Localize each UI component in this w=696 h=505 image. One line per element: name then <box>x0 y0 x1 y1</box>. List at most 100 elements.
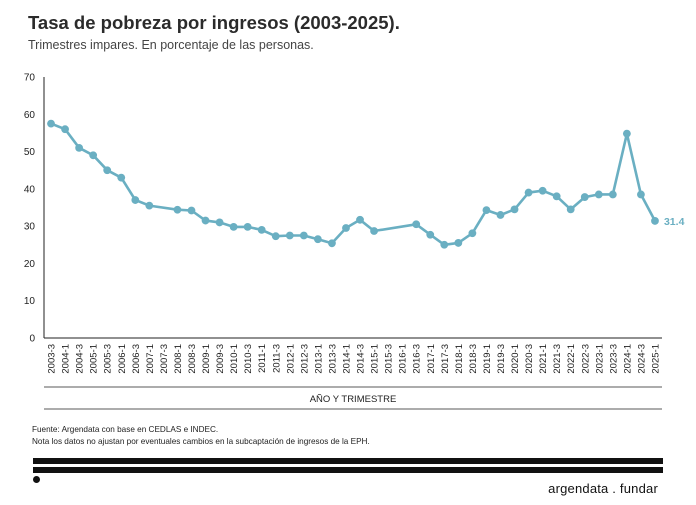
data-point <box>356 215 364 224</box>
x-tick-label: 2007-1 <box>145 344 156 374</box>
data-point <box>215 218 224 227</box>
x-tick-label: 2010-1 <box>229 344 240 374</box>
data-point <box>243 222 252 231</box>
data-point <box>482 206 491 215</box>
x-tick-label: 2020-1 <box>510 344 521 374</box>
x-tick-label: 2005-1 <box>89 344 100 374</box>
data-point <box>622 129 631 138</box>
brand-logo: argendata . fundar <box>548 481 658 496</box>
data-point <box>257 225 266 234</box>
x-tick-label: 2011-1 <box>257 344 268 373</box>
y-axis: 0 10 20 30 40 50 60 70 <box>24 73 45 345</box>
chart-notes: Fuente: Argendata con base en CEDLAS e I… <box>32 424 370 448</box>
x-tick-label: 2006-3 <box>131 344 142 374</box>
x-tick-label: 2004-1 <box>61 344 72 374</box>
data-point <box>594 190 603 199</box>
x-tick-label: 2018-1 <box>454 344 465 374</box>
x-axis-title: AÑO Y TRIMESTRE <box>310 394 397 405</box>
y-tick-label: 60 <box>24 110 36 121</box>
x-tick-label: 2004-3 <box>75 344 86 374</box>
data-point <box>75 143 84 152</box>
data-point <box>187 206 196 215</box>
data-point <box>328 239 336 248</box>
data-point <box>201 216 210 225</box>
footer-rule-top <box>33 458 663 464</box>
data-point <box>342 224 350 232</box>
data-point <box>370 227 378 235</box>
x-tick-label: 2013-3 <box>327 344 338 374</box>
data-point <box>496 211 505 219</box>
x-tick-label: 2008-1 <box>173 344 184 374</box>
data-point <box>510 205 519 214</box>
data-point <box>566 205 575 214</box>
y-tick-label: 50 <box>24 147 36 158</box>
data-point <box>89 151 98 160</box>
x-tick-label: 2019-3 <box>496 344 507 374</box>
data-point <box>538 186 547 195</box>
y-tick-label: 0 <box>29 334 35 345</box>
data-point <box>103 166 112 175</box>
last-value-label: 31.4 <box>664 216 685 228</box>
y-tick-label: 30 <box>24 222 36 233</box>
x-tick-label: 2022-1 <box>566 344 577 374</box>
methodology-note: Nota los datos no ajustan por eventuales… <box>32 437 370 446</box>
data-point <box>426 230 435 239</box>
x-tick-label: 2021-1 <box>538 344 549 374</box>
x-tick-label: 2003-3 <box>47 344 58 374</box>
y-tick-label: 20 <box>24 259 36 270</box>
x-tick-label: 2010-3 <box>243 344 254 374</box>
x-tick-label: 2021-3 <box>552 344 563 374</box>
x-tick-label: 2014-1 <box>341 344 352 374</box>
data-point <box>552 192 561 201</box>
data-point <box>173 205 182 214</box>
x-tick-label: 2022-3 <box>580 344 591 374</box>
data-point <box>454 239 463 247</box>
x-tick-label: 2025-1 <box>650 344 661 374</box>
footer-rule-bottom <box>33 467 663 473</box>
data-point <box>313 235 322 244</box>
data-point <box>580 193 589 201</box>
data-point <box>145 201 154 210</box>
x-tick-label: 2005-3 <box>103 344 114 374</box>
x-tick-label: 2009-1 <box>201 344 212 374</box>
x-tick-label: 2024-3 <box>636 344 647 374</box>
data-point <box>637 190 645 199</box>
x-tick-label: 2008-3 <box>187 344 198 374</box>
x-tick-label: 2011-3 <box>271 344 282 373</box>
data-point <box>412 220 421 229</box>
chart-title: Tasa de pobreza por ingresos (2003-2025)… <box>28 12 400 33</box>
series-layer: 31.4 <box>47 119 685 249</box>
data-point <box>524 188 533 197</box>
source-note: Fuente: Argendata con base en CEDLAS e I… <box>32 425 219 434</box>
x-tick-label: 2014-3 <box>356 344 367 374</box>
x-tick-label: 2007-3 <box>159 344 170 374</box>
data-point <box>608 190 617 199</box>
x-tick-label: 2016-3 <box>412 344 423 374</box>
x-tick-label: 2013-1 <box>313 344 324 374</box>
x-tick-label: 2017-3 <box>440 344 451 374</box>
x-tick-label: 2017-1 <box>426 344 437 374</box>
data-point <box>47 119 55 128</box>
data-point <box>229 222 238 231</box>
x-tick-label: 2023-3 <box>608 344 619 374</box>
x-tick-label: 2012-1 <box>285 344 296 374</box>
y-tick-label: 40 <box>24 184 36 195</box>
x-tick-label: 2015-1 <box>370 344 381 374</box>
data-point <box>468 229 477 238</box>
footer-dot <box>33 476 40 483</box>
x-tick-label: 2024-1 <box>622 344 633 374</box>
data-point <box>117 173 126 182</box>
data-point <box>271 232 280 241</box>
x-tick-label: 2016-1 <box>398 344 409 374</box>
x-tick-label: 2019-1 <box>482 344 493 374</box>
x-tick-label: 2006-1 <box>117 344 128 374</box>
x-tick-label: 2018-3 <box>468 344 479 374</box>
x-tick-label: 2012-3 <box>299 344 310 374</box>
data-point <box>299 231 308 240</box>
y-tick-label: 70 <box>24 73 36 84</box>
data-point <box>61 125 69 134</box>
x-tick-label: 2009-3 <box>215 344 226 374</box>
x-tick-label: 2020-3 <box>524 344 535 374</box>
x-axis: 2003-3 2004-1 2004-3 2005-1 2005-3 2006-1 2006… <box>44 337 662 410</box>
